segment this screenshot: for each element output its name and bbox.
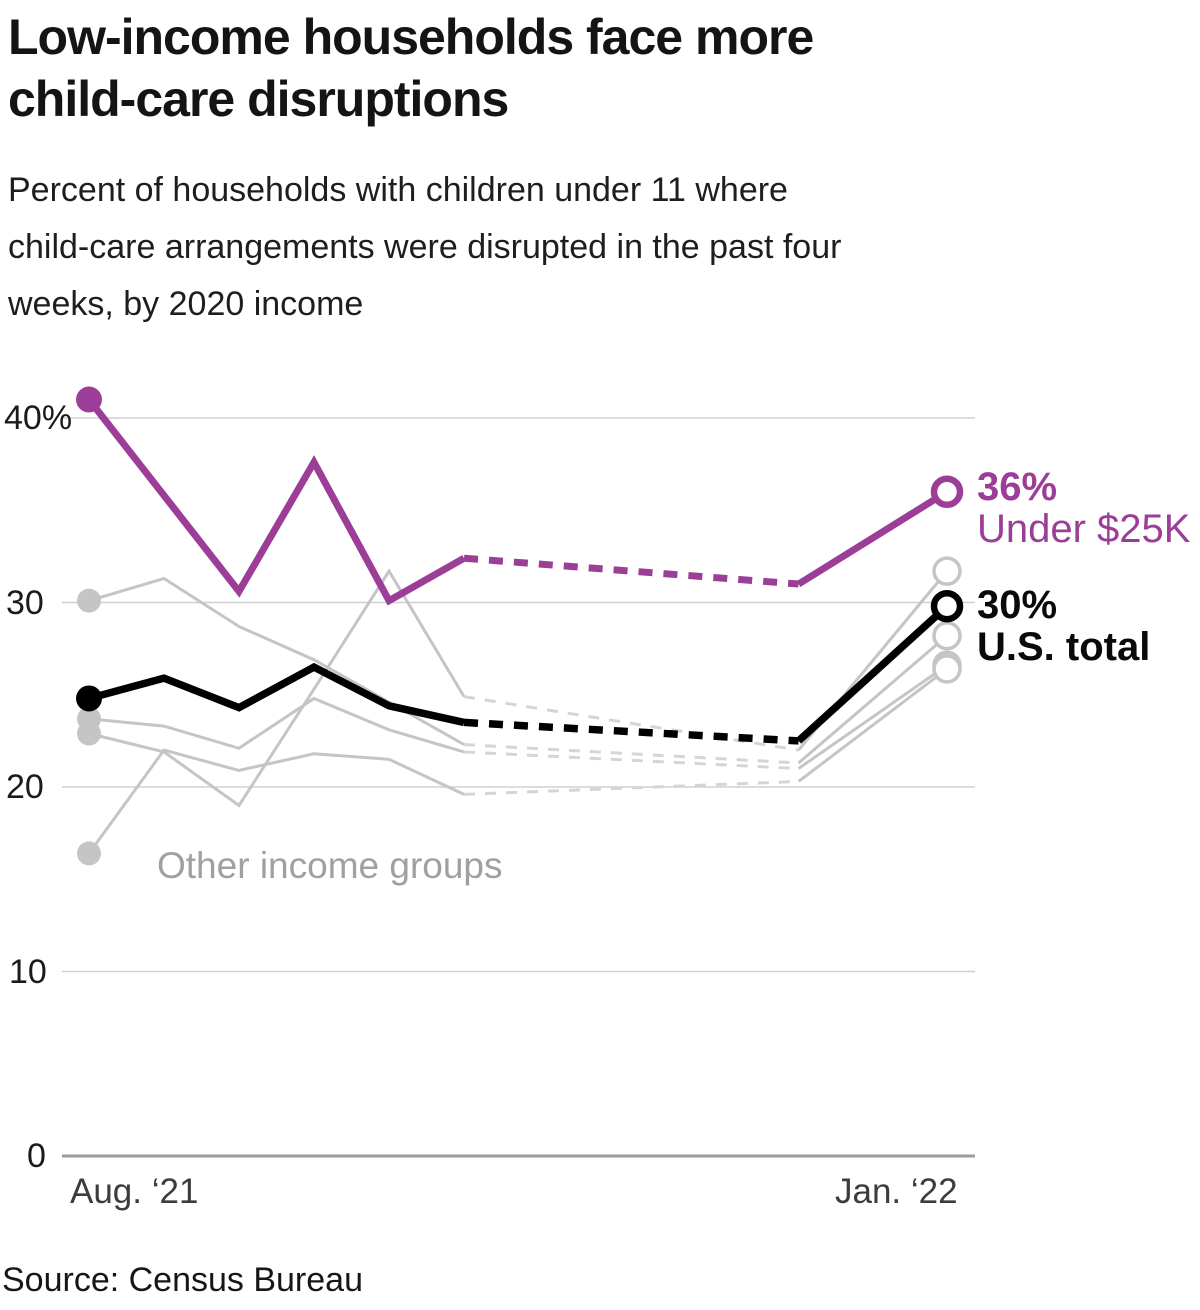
us-total-line-solid-2: [796, 603, 950, 744]
us-total-series-name: U.S. total: [977, 625, 1151, 670]
other-income-2-line-dashed: [463, 750, 799, 771]
other-income-1-line-dashed: [463, 743, 799, 765]
y-tick-20: 20: [6, 768, 44, 806]
other-income-1-start-dot: [77, 588, 101, 613]
under-25k-line-solid-2: [796, 488, 949, 588]
subtitle-line-1: Percent of households with children unde…: [8, 171, 788, 209]
under-25k-start-dot: [76, 386, 102, 413]
other-income-4-line-solid-2: [797, 667, 948, 783]
other-income-1-line-solid-2: [797, 634, 948, 765]
label-under-25k: 36% Under $25K: [977, 466, 1190, 551]
under-25k-series-name: Under $25K: [977, 507, 1191, 552]
x-tick-jan-22: Jan. ‘22: [835, 1172, 958, 1211]
under-25k-end-circle: [930, 475, 964, 509]
us-total-line-dashed: [463, 718, 799, 745]
other-income-4-start-dot: [77, 841, 101, 866]
us-total-end-value: 30%: [977, 583, 1058, 627]
other-income-3-end-circle: [932, 556, 962, 586]
other-income-2-line-solid-2: [797, 663, 948, 770]
us-total-line-solid-1: [88, 662, 465, 727]
subtitle-line-2: child-care arrangements were disrupted i…: [8, 227, 842, 266]
other-income-4-end-circle: [932, 654, 962, 684]
page-title: Low-income households face more child-ca…: [8, 6, 1158, 130]
y-tick-40: 40%: [4, 399, 73, 437]
under-25k-line-dashed: [463, 554, 799, 588]
other-income-4-line-solid-1: [87, 748, 465, 855]
x-tick-aug-21: Aug. ‘21: [70, 1172, 199, 1211]
under-25k-line-solid-1: [86, 397, 466, 606]
other-income-4-line-dashed: [463, 779, 799, 796]
title-line-1: Low-income households face more: [8, 9, 814, 65]
us-total-end-circle: [930, 589, 964, 623]
subtitle-line-3: weeks, by 2020 income: [8, 284, 364, 323]
label-us-total: 30% U.S. total: [977, 584, 1150, 669]
other-income-1-end-circle: [932, 620, 962, 651]
other-income-3-start-dot: [77, 721, 101, 746]
under-25k-end-value: 36%: [977, 465, 1058, 509]
y-tick-0: 0: [27, 1137, 46, 1175]
label-other-income-groups: Other income groups: [157, 845, 503, 886]
title-line-2: child-care disruptions: [8, 71, 509, 127]
us-total-start-dot: [76, 685, 102, 712]
other-income-2-line-solid-1: [88, 696, 465, 754]
source-note: Source: Census Bureau: [2, 1261, 363, 1299]
y-tick-30: 30: [6, 584, 44, 622]
y-tick-10: 10: [9, 953, 47, 991]
chart-subtitle: Percent of households with children unde…: [8, 162, 1138, 332]
